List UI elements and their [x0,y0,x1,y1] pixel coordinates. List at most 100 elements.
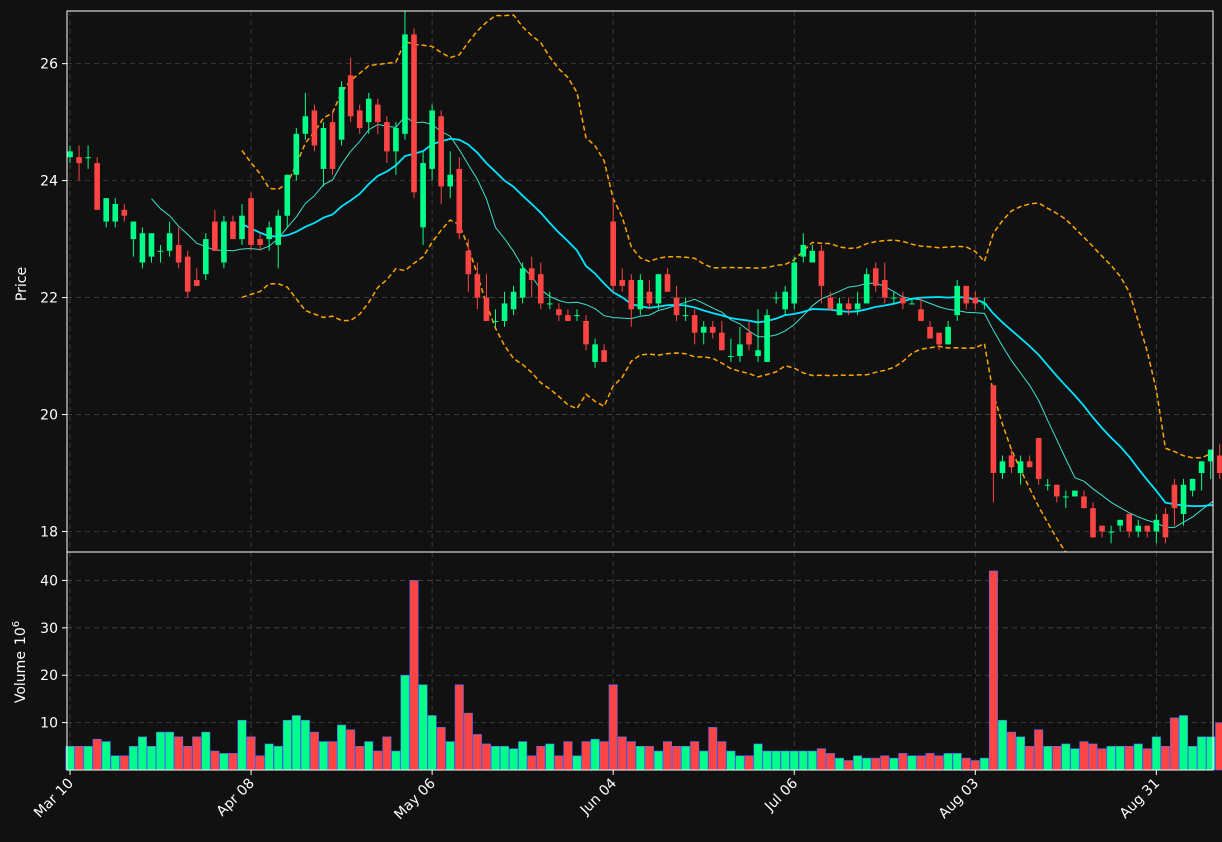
candle-up [166,233,173,251]
candle-down [1081,496,1087,509]
volume-bar [83,746,93,771]
candle-up [981,303,988,305]
volume-bar [246,736,256,771]
candle-up [999,461,1006,474]
candle-up [85,157,91,159]
candle-down [347,75,354,117]
volume-bar [119,755,129,771]
volume-tick-label: 20 [40,668,58,684]
volume-bar [472,734,482,771]
candle-down [438,116,444,187]
candle-down [528,268,535,281]
candle-up [402,34,408,134]
volume-bar [128,746,138,771]
price-axis-label: Price [14,267,30,301]
candle-up [139,233,146,263]
candle-up [1198,461,1205,474]
volume-bar [1052,746,1062,771]
candle-up [782,291,788,310]
volume-bar [690,741,700,771]
candle-down [356,110,363,128]
candle-up [755,350,761,357]
candle-up [637,280,644,310]
volume-bar [1206,736,1216,771]
volume-bar [635,746,645,771]
candle-down [1026,461,1033,468]
candle-down [845,303,852,310]
volume-bar [590,738,600,771]
volume-bar [318,741,328,771]
candle-up [221,221,227,263]
volume-bar [898,753,908,771]
volume-bar [509,748,519,771]
candle-up [320,127,327,169]
candle-down [1008,455,1015,468]
volume-bar [427,715,437,771]
volume-bar [92,738,102,771]
volume-bar [572,755,582,771]
volume-bar [1160,746,1170,771]
moving-average-long [241,137,1213,507]
candle-down [375,104,381,123]
volume-bar [300,719,310,771]
price-tick-label: 20 [40,408,58,424]
price-tick-label: 22 [40,291,58,307]
volume-bar [110,755,120,771]
volume-bar [644,746,654,771]
candle-up [492,320,499,322]
volume-bar [382,736,392,771]
candle-down [184,256,191,292]
candle-up [737,344,743,357]
volume-bar [165,731,175,771]
candle-down [411,34,417,193]
volume-bar [490,746,500,771]
candle-up [112,204,119,222]
volume-bar [853,755,863,771]
candle-down [583,320,589,345]
candle-up [157,250,164,252]
candle-up [1063,496,1069,498]
candle-up [1135,525,1142,532]
volume-bar [952,753,962,771]
candle-down [329,122,336,169]
volume-bar [454,684,464,771]
price-tick-label: 24 [40,174,58,190]
candle-down [193,280,200,286]
volume-bar [101,741,111,771]
volume-bar [744,755,754,771]
candle-down [1144,525,1151,532]
volume-bar [291,715,301,771]
candle-up [592,344,598,362]
candle-down [673,297,680,316]
candle-down [456,168,463,234]
candle-up [302,116,309,134]
volume-bar [1197,736,1207,771]
volume-bar [201,731,211,771]
candle-down [990,385,997,474]
volume-bar [844,760,854,771]
volume-bar [146,746,156,771]
candle-up [338,87,345,140]
volume-bar [545,743,555,771]
candle-up [836,303,843,316]
volume-tick-label: 10 [40,716,58,732]
volume-bar [273,746,283,771]
candle-down [465,250,472,275]
candles [67,11,1222,544]
volume-tick-label: 40 [40,573,58,589]
candle-up [854,303,861,310]
volume-bar [337,724,347,771]
candle-down [827,297,834,310]
candle-down [1126,513,1133,532]
volume-bar [210,750,220,771]
volume-bar [726,750,736,771]
volume-bar [798,750,808,771]
candle-down [1090,508,1096,538]
volume-bar [997,719,1007,771]
volume-bar [364,741,374,771]
volume-bar [708,727,718,771]
volume-bar [626,741,636,771]
candle-down [881,280,888,298]
volume-bar [282,719,292,771]
